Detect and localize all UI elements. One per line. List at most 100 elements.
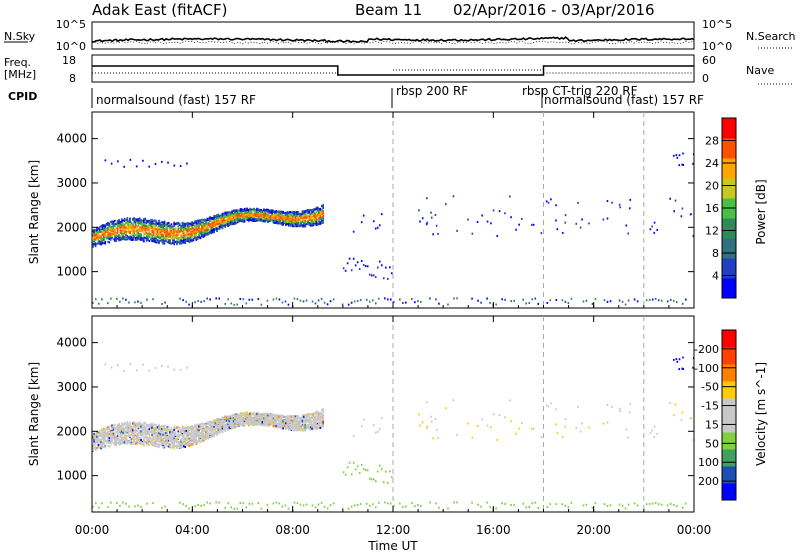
cpid-segment-4: normalsound (fast) 157 RF bbox=[544, 93, 704, 107]
power-cell bbox=[144, 229, 147, 232]
power-cell bbox=[321, 212, 323, 215]
power-cell bbox=[136, 230, 138, 233]
power-cell bbox=[141, 230, 144, 233]
power-cell bbox=[184, 228, 187, 231]
power-cell bbox=[134, 230, 137, 233]
power-cell bbox=[203, 235, 206, 238]
power-cell bbox=[181, 228, 184, 231]
power-cell bbox=[183, 236, 185, 239]
power-cell bbox=[312, 224, 315, 227]
velocity-cell bbox=[158, 446, 160, 449]
power-cell bbox=[352, 230, 355, 233]
power-cell bbox=[316, 218, 319, 221]
velocity-cell bbox=[123, 427, 126, 430]
power-cell bbox=[232, 209, 235, 212]
power-cell bbox=[318, 217, 320, 220]
velocity-cell bbox=[105, 441, 108, 444]
power-cell bbox=[279, 217, 282, 220]
velocity-cell bbox=[165, 438, 167, 441]
power-cell bbox=[510, 300, 512, 303]
power-cell bbox=[555, 299, 558, 302]
power-data bbox=[92, 152, 695, 306]
power-cell bbox=[184, 239, 187, 242]
velocity-cell bbox=[138, 438, 141, 441]
velocity-cell bbox=[217, 426, 220, 429]
power-cell bbox=[274, 221, 276, 224]
power-cell bbox=[214, 215, 217, 218]
power-cell bbox=[93, 231, 95, 234]
power-cell bbox=[260, 211, 262, 214]
velocity-cell bbox=[199, 435, 202, 438]
date-range: 02/Apr/2016 - 03/Apr/2016 bbox=[453, 1, 655, 19]
power-cell bbox=[311, 216, 313, 219]
power-cell bbox=[267, 212, 269, 215]
velocity-cell bbox=[210, 431, 213, 434]
power-cell bbox=[160, 237, 163, 240]
velocity-cell bbox=[154, 423, 156, 426]
power-cell bbox=[504, 212, 506, 215]
velocity-cell bbox=[109, 436, 112, 439]
power-cell bbox=[137, 219, 140, 222]
power-cell bbox=[380, 264, 383, 267]
velocity-cell bbox=[167, 445, 170, 448]
velocity-cell bbox=[115, 439, 118, 442]
power-cell bbox=[105, 224, 108, 227]
power-cell bbox=[177, 236, 180, 239]
velocity-cell bbox=[163, 444, 166, 447]
power-cell bbox=[170, 236, 173, 239]
velocity-cell bbox=[212, 430, 214, 433]
power-cell bbox=[141, 225, 144, 228]
power-cell bbox=[162, 222, 164, 225]
power-cell bbox=[567, 302, 570, 305]
velocity-cell bbox=[116, 424, 119, 427]
velocity-cell bbox=[192, 426, 195, 429]
velocity-cell bbox=[133, 436, 135, 439]
power-cell bbox=[123, 238, 126, 241]
velocity-cell bbox=[162, 446, 164, 449]
power-cell bbox=[213, 231, 216, 234]
power-cell bbox=[227, 211, 229, 214]
velocity-cell bbox=[104, 432, 107, 435]
velocity-cell bbox=[148, 427, 151, 430]
power-cell bbox=[134, 233, 137, 236]
power-cell bbox=[228, 219, 231, 222]
power-cell bbox=[154, 227, 156, 230]
power-cell bbox=[165, 235, 167, 238]
power-cell bbox=[320, 297, 323, 300]
velocity-data bbox=[92, 356, 695, 510]
power-cell bbox=[205, 227, 207, 230]
power-cell bbox=[289, 219, 291, 222]
power-cell bbox=[628, 207, 631, 210]
power-cell bbox=[155, 228, 158, 231]
velocity-cell bbox=[181, 432, 184, 435]
velocity-cell bbox=[152, 444, 155, 447]
power-cell bbox=[115, 227, 118, 230]
velocity-cell bbox=[213, 429, 216, 432]
power-cell bbox=[304, 211, 307, 214]
power-cell bbox=[305, 222, 308, 225]
power-cell bbox=[127, 223, 130, 226]
power-cell bbox=[309, 209, 312, 212]
power-cell bbox=[240, 218, 243, 221]
velocity-cell bbox=[166, 427, 169, 430]
velocity-cell bbox=[192, 439, 195, 442]
power-cell bbox=[283, 218, 286, 221]
velocity-cell bbox=[92, 446, 94, 449]
power-cell bbox=[114, 229, 116, 232]
velocity-cell bbox=[109, 432, 112, 435]
power-cell bbox=[218, 223, 221, 226]
power-cell bbox=[421, 217, 424, 220]
velocity-cell bbox=[132, 434, 134, 437]
power-cell bbox=[145, 236, 148, 239]
power-cell bbox=[298, 225, 301, 228]
velocity-cell bbox=[174, 431, 177, 434]
power-cell bbox=[103, 229, 105, 232]
power-cell bbox=[570, 297, 573, 300]
power-cell bbox=[305, 209, 308, 212]
power-cell bbox=[267, 216, 269, 219]
velocity-cell bbox=[209, 432, 211, 435]
power-cell bbox=[166, 232, 169, 235]
power-cell bbox=[132, 226, 134, 229]
power-cell bbox=[203, 229, 206, 232]
